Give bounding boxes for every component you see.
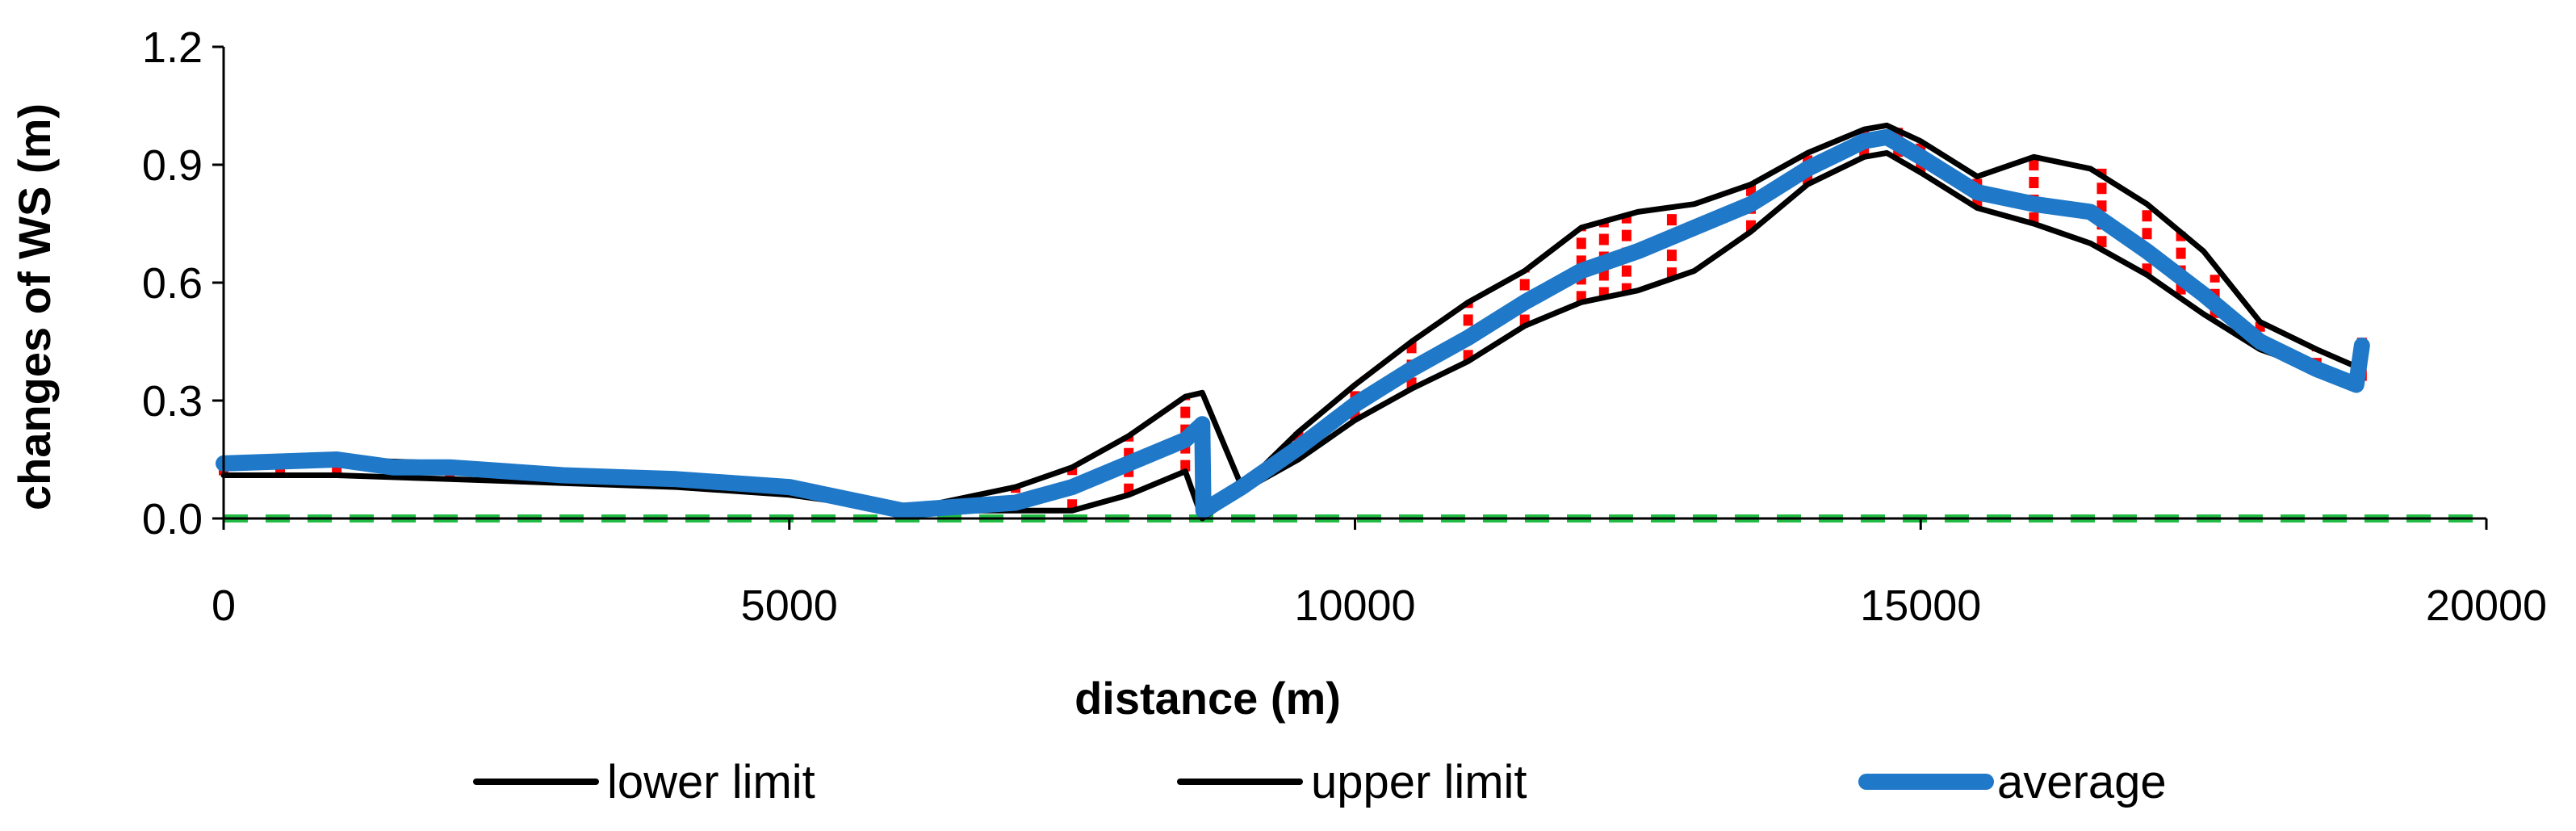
y-tick-label: 0.9: [142, 141, 203, 190]
y-tick-label: 0.3: [142, 377, 203, 426]
x-axis-title: distance (m): [1074, 673, 1341, 724]
legend-label-average: average: [1997, 756, 2167, 808]
x-tick-label: 10000: [1294, 581, 1415, 630]
y-ticks: 0.0 0.3 0.6 0.9 1.2: [142, 23, 224, 544]
series-line-average: [216, 128, 2370, 519]
x-tick-label: 20000: [2426, 581, 2547, 630]
series-lines: [216, 122, 2486, 523]
y-tick-label: 0.0: [142, 495, 203, 544]
legend: lower limit upper limit average: [473, 756, 2167, 808]
y-tick-label: 0.6: [142, 259, 203, 308]
x-tick-label: 0: [212, 581, 236, 630]
legend-label-upper-limit: upper limit: [1311, 756, 1527, 808]
x-ticks: 0 5000 10000 15000 20000: [212, 518, 2547, 630]
legend-label-lower-limit: lower limit: [607, 756, 815, 808]
y-axis-title: changes of WS (m): [9, 103, 60, 510]
x-tick-label: 5000: [741, 581, 838, 630]
axes: [222, 47, 2486, 520]
y-tick-label: 1.2: [142, 23, 203, 72]
x-tick-label: 15000: [1860, 581, 1981, 630]
